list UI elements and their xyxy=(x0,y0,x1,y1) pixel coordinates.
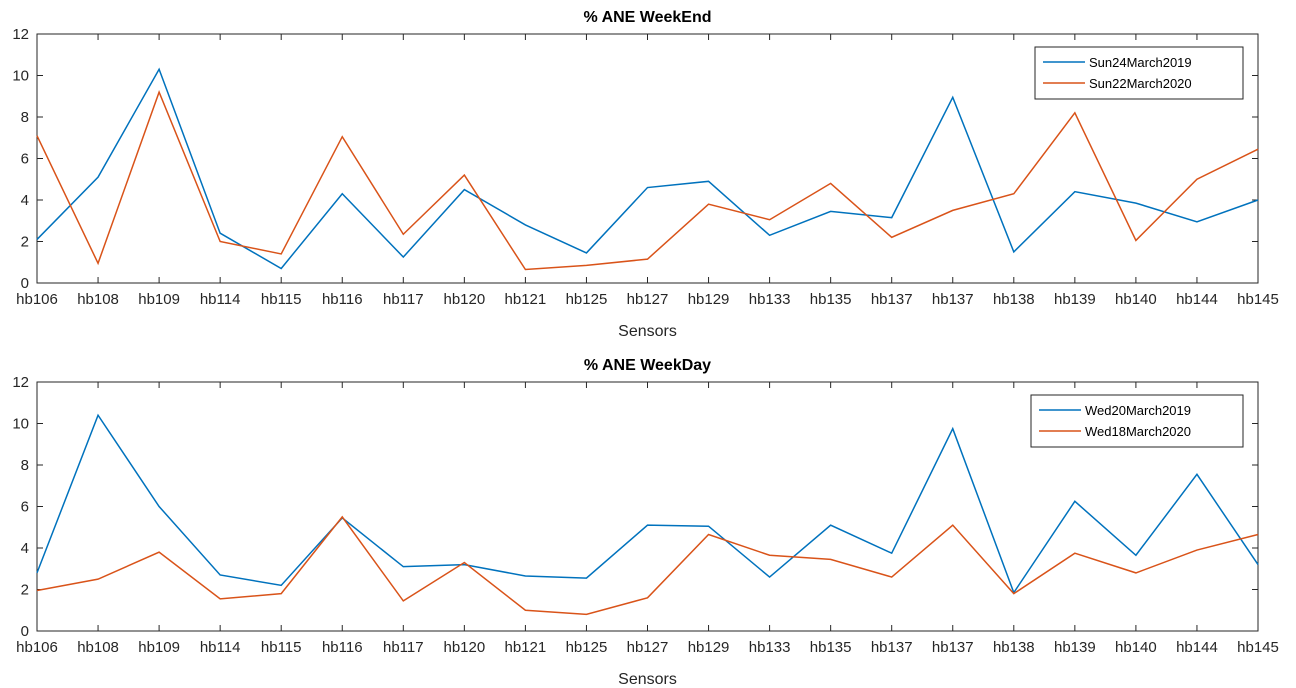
legend-label: Wed20March2019 xyxy=(1085,403,1191,418)
x-tick-label: hb135 xyxy=(810,291,852,308)
chart-title: % ANE WeekDay xyxy=(584,357,711,374)
y-tick-label: 2 xyxy=(21,234,29,251)
y-tick-label: 10 xyxy=(12,416,29,433)
x-tick-label: hb127 xyxy=(627,291,669,308)
x-tick-label: hb137 xyxy=(932,291,974,308)
x-tick-label: hb127 xyxy=(627,639,669,656)
x-tick-label: hb125 xyxy=(566,639,608,656)
x-tick-label: hb140 xyxy=(1115,639,1157,656)
y-tick-label: 10 xyxy=(12,68,29,85)
x-tick-label: hb145 xyxy=(1237,639,1279,656)
x-tick-label: hb137 xyxy=(871,291,913,308)
x-tick-label: hb117 xyxy=(383,291,424,308)
y-tick-label: 0 xyxy=(21,275,29,292)
subplot-1: % ANE WeekEnd 0 2 4 6 8 10 12 hb106 hb108 hb109 hb1… xyxy=(12,9,1279,340)
x-tick-label: hb125 xyxy=(566,291,608,308)
y-tick-label: 6 xyxy=(21,151,29,168)
x-tick-label: hb114 xyxy=(200,291,241,308)
x-axis-title: Sensors xyxy=(618,671,677,688)
x-tick-label: hb109 xyxy=(138,291,180,308)
subplot-2: % ANE WeekDay 0 2 4 6 8 10 12 hb106 hb108 hb109 hb1… xyxy=(12,357,1279,688)
x-tick-label: hb116 xyxy=(322,639,363,656)
x-tick-label: hb140 xyxy=(1115,291,1157,308)
y-tick-label: 4 xyxy=(21,192,29,209)
x-tick-label: hb139 xyxy=(1054,639,1096,656)
x-tick-label: hb115 xyxy=(261,291,302,308)
x-tick-label: hb137 xyxy=(932,639,974,656)
series-line-2 xyxy=(36,90,1259,271)
x-tick-label: hb121 xyxy=(505,639,547,656)
x-tick-label: hb144 xyxy=(1176,291,1218,308)
x-tick-label: hb129 xyxy=(688,639,730,656)
x-tick-label: hb108 xyxy=(77,291,119,308)
x-tick-label: hb106 xyxy=(16,291,58,308)
legend-box xyxy=(1030,394,1244,448)
x-tick-label: hb137 xyxy=(871,639,913,656)
x-tick-label: hb133 xyxy=(749,639,791,656)
x-tick-label: hb129 xyxy=(688,291,730,308)
x-tick-label: hb115 xyxy=(261,639,302,656)
y-tick-label: 12 xyxy=(12,374,29,391)
legend-label: Sun22March2020 xyxy=(1089,76,1192,91)
x-tick-label: hb108 xyxy=(77,639,119,656)
x-tick-label: hb133 xyxy=(749,291,791,308)
y-tick-label: 2 xyxy=(21,582,29,599)
x-tick-label: hb120 xyxy=(443,291,485,308)
x-tick-label: hb121 xyxy=(505,291,547,308)
y-tick-label: 6 xyxy=(21,499,29,516)
x-tick-label: hb114 xyxy=(200,639,241,656)
legend-label: Sun24March2019 xyxy=(1089,55,1192,70)
series-line-1 xyxy=(36,413,1259,595)
y-tick-label: 8 xyxy=(21,109,29,126)
y-tick-label: 12 xyxy=(12,26,29,43)
x-tick-label: hb135 xyxy=(810,639,852,656)
x-tick-label: hb138 xyxy=(993,291,1035,308)
x-tick-label: hb138 xyxy=(993,639,1035,656)
x-tick-label: hb106 xyxy=(16,639,58,656)
x-tick-label: hb145 xyxy=(1237,291,1279,308)
chart-title: % ANE WeekEnd xyxy=(583,9,711,26)
y-tick-label: 0 xyxy=(21,623,29,640)
y-tick-label: 4 xyxy=(21,540,29,557)
y-tick-label: 8 xyxy=(21,457,29,474)
legend-label: Wed18March2020 xyxy=(1085,424,1191,439)
x-tick-label: hb117 xyxy=(383,639,424,656)
legend: Wed20March2019 Wed18March2020 xyxy=(1030,394,1244,448)
series-line-2 xyxy=(36,515,1259,616)
x-tick-label: hb120 xyxy=(443,639,485,656)
legend-box xyxy=(1034,46,1244,100)
legend: Sun24March2019 Sun22March2020 xyxy=(1034,46,1244,100)
x-tick-label: hb139 xyxy=(1054,291,1096,308)
x-axis-title: Sensors xyxy=(618,323,677,340)
x-tick-label: hb144 xyxy=(1176,639,1218,656)
x-tick-label: hb109 xyxy=(138,639,180,656)
x-tick-label: hb116 xyxy=(322,291,363,308)
